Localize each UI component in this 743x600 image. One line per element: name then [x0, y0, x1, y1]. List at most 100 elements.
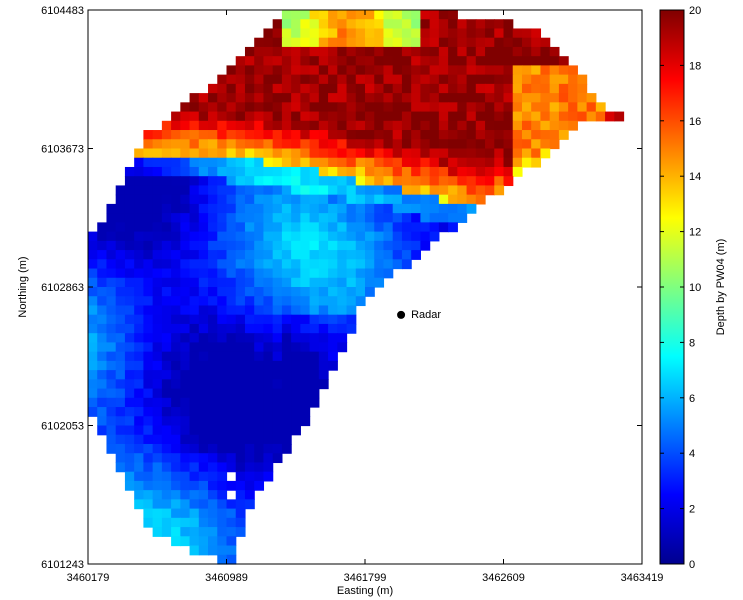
heatmap-cell: [457, 93, 468, 103]
heatmap-cell: [365, 56, 375, 66]
heatmap-cell: [355, 176, 366, 187]
heatmap-cell: [198, 323, 209, 334]
heatmap-cell: [263, 111, 274, 122]
heatmap-cell: [383, 56, 394, 66]
heatmap-cell: [300, 74, 311, 85]
heatmap-cell: [189, 342, 200, 353]
heatmap-cell: [106, 333, 117, 343]
heatmap-cell: [217, 554, 228, 565]
heatmap-cell: [97, 388, 108, 399]
heatmap-cell: [254, 83, 265, 94]
heatmap-cell: [300, 93, 311, 103]
heatmap-cell: [226, 370, 237, 380]
heatmap-cell: [383, 185, 394, 196]
heatmap-cell: [198, 360, 209, 371]
heatmap-cell: [244, 148, 255, 159]
heatmap-cell: [337, 222, 348, 233]
heatmap-cell: [198, 314, 209, 325]
heatmap-cell: [134, 185, 144, 196]
heatmap-cell: [161, 379, 172, 390]
heatmap-cell: [392, 213, 403, 223]
heatmap-cell: [217, 333, 228, 343]
heatmap-cell: [161, 277, 172, 288]
heatmap-cell: [291, 397, 301, 408]
heatmap-cell: [568, 120, 578, 131]
heatmap-cell: [226, 397, 237, 408]
heatmap-cell: [115, 443, 126, 454]
heatmap-cell: [318, 351, 329, 362]
heatmap-cell: [272, 333, 283, 343]
heatmap-cell: [411, 130, 421, 140]
heatmap-cell: [124, 388, 135, 399]
heatmap-cell: [531, 83, 542, 94]
heatmap-cell: [438, 120, 449, 131]
heatmap-cell: [189, 222, 200, 233]
heatmap-cell: [300, 397, 311, 408]
heatmap-cell: [272, 268, 283, 279]
heatmap-cell: [198, 148, 209, 159]
heatmap-cell: [235, 388, 246, 399]
heatmap-cell: [521, 148, 532, 159]
heatmap-cell: [346, 166, 357, 177]
heatmap-cell: [281, 157, 292, 168]
heatmap-cell: [189, 268, 200, 279]
heatmap-cell: [272, 443, 283, 454]
heatmap-cell: [263, 166, 274, 177]
heatmap-cell: [235, 240, 246, 251]
heatmap-cell: [143, 333, 154, 343]
heatmap-cell: [189, 499, 200, 510]
heatmap-cell: [457, 102, 468, 113]
heatmap-cell: [244, 203, 255, 214]
heatmap-cell: [97, 397, 108, 408]
heatmap-cell: [272, 120, 283, 131]
heatmap-cell: [420, 166, 431, 177]
heatmap-cell: [134, 462, 144, 473]
heatmap-cell: [355, 203, 366, 214]
heatmap-cell: [318, 93, 329, 103]
heatmap-cell: [374, 19, 385, 30]
heatmap-cell: [180, 342, 191, 353]
heatmap-cell: [438, 130, 449, 140]
heatmap-cell: [263, 65, 274, 76]
heatmap-cell: [420, 46, 431, 57]
heatmap-cell: [208, 517, 218, 528]
heatmap-cell: [235, 342, 246, 353]
heatmap-cell: [365, 74, 375, 85]
heatmap-cell: [180, 323, 191, 334]
heatmap-cell: [355, 194, 366, 205]
heatmap-cell: [475, 157, 486, 168]
heatmap-cell: [374, 166, 385, 177]
heatmap-cell: [328, 157, 338, 168]
heatmap-cell: [161, 508, 172, 519]
heatmap-cell: [328, 46, 338, 57]
heatmap-cell: [235, 166, 246, 177]
colorbar-tick-label: 18: [689, 60, 701, 72]
heatmap-cell: [318, 37, 329, 48]
heatmap-cell: [337, 102, 348, 113]
heatmap-cell: [485, 28, 495, 39]
heatmap-cell: [392, 83, 403, 94]
heatmap-cell: [374, 130, 385, 140]
heatmap-cell: [134, 453, 144, 464]
heatmap-cell: [346, 83, 357, 94]
heatmap-cell: [143, 250, 154, 260]
heatmap-cell: [291, 351, 301, 362]
heatmap-cell: [171, 462, 181, 473]
heatmap-cell: [208, 379, 218, 390]
heatmap-cell: [383, 83, 394, 94]
heatmap-cell: [318, 102, 329, 113]
heatmap-cell: [226, 259, 237, 270]
heatmap-cell: [401, 111, 412, 122]
heatmap-cell: [217, 250, 228, 260]
heatmap-cell: [365, 102, 375, 113]
heatmap-cell: [208, 194, 218, 205]
heatmap-cell: [198, 397, 209, 408]
heatmap-cell: [198, 333, 209, 343]
heatmap-cell: [337, 296, 348, 307]
heatmap-cell: [254, 388, 265, 399]
heatmap-cell: [263, 139, 274, 150]
heatmap-cell: [115, 194, 126, 205]
heatmap-cell: [411, 213, 421, 223]
heatmap-cell: [171, 434, 181, 445]
heatmap-cell: [171, 203, 181, 214]
